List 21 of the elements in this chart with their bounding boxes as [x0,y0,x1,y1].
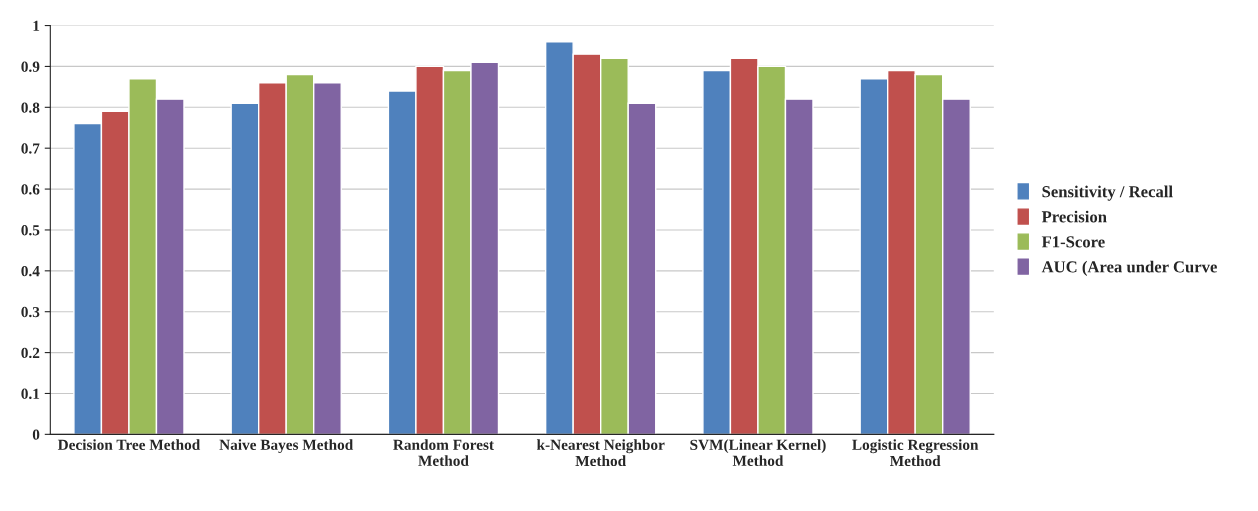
y-tick-label: 0.5 [21,225,40,236]
x-tick-label: k-Nearest Neighbor Method [536,439,665,467]
y-tick-label: 1 [33,20,40,31]
x-tick-label: Naive Bayes Method [219,439,354,454]
y-tick-label: 0.9 [21,61,40,72]
y-tick-label: 0.3 [21,306,40,318]
legend-label: Precision [1041,210,1107,223]
y-tick-label: 0.8 [21,102,40,113]
y-tick-label: 0.6 [21,184,40,195]
y-tick-label: 0.2 [21,347,40,359]
legend-label: F1-Score [1041,236,1105,248]
y-tick-label: 0.1 [21,388,40,399]
y-tick-label: 0 [32,429,40,440]
x-tick-label: Random Forest Method [393,439,494,466]
y-tick-label: 0.4 [21,265,40,277]
x-tick-label: Decision Tree Method [57,439,201,450]
y-tick-label: 0.7 [21,143,40,154]
legend-label: AUC (Area under Curve [1041,260,1217,276]
x-tick-label: SVM(Linear Kernel) Method [690,439,826,466]
x-tick-label: Logistic Regression Method [852,439,979,467]
legend-label: Sensitivity / Recall [1042,185,1173,201]
